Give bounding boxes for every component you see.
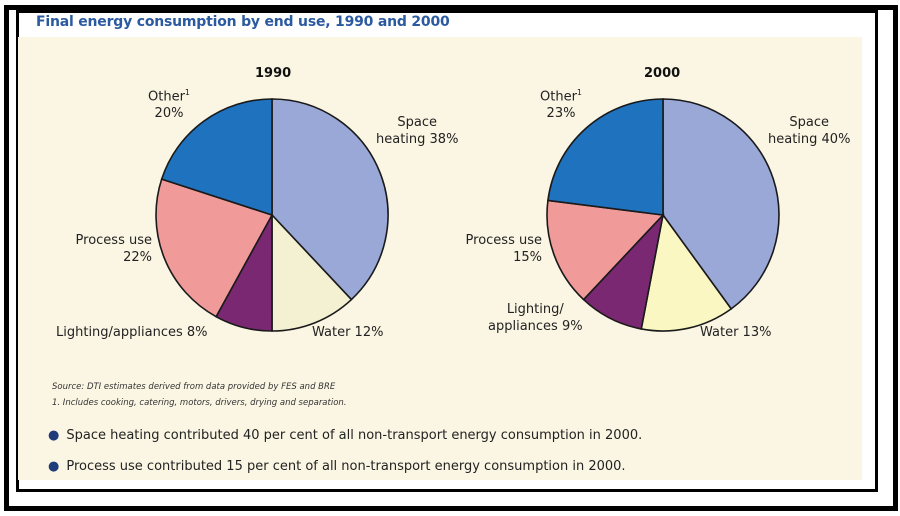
pie-1990-label-process-line1: Process use xyxy=(75,233,152,248)
pie-2000-label-other-sup: 1 xyxy=(576,88,583,97)
pie-2000-label-other: Other1 23% xyxy=(540,84,582,122)
pie-1990-label-other-sup: 1 xyxy=(184,88,191,97)
pie-2000-label-other-value: 23% xyxy=(546,106,576,122)
pie-1990-label-process-line2: 22% xyxy=(123,250,152,265)
pie-slice-1990-process-use xyxy=(155,178,274,318)
pie-slice-2000-other xyxy=(547,98,664,216)
pie-2000-label-process: Process use 15% xyxy=(446,232,542,266)
pie-chart-1990 xyxy=(155,98,389,332)
pie-2000-label-lighting-line1: Lighting/ xyxy=(506,302,564,317)
pie-1990-label-space-line1: Space xyxy=(397,115,438,130)
bullet-text: Process use contributed 15 per cent of a… xyxy=(66,459,626,474)
pie-1990-label-other: Other1 20% xyxy=(148,84,190,122)
pie-1990-label-space: Space heating 38% xyxy=(376,114,458,148)
pie-1990-label-other-value: 20% xyxy=(154,106,184,122)
pie-2000-label-process-line2: 15% xyxy=(513,250,542,265)
pie-1990-label-water: Water 12% xyxy=(312,325,384,340)
bullet-text: Space heating contributed 40 per cent of… xyxy=(66,428,643,443)
pie-1990-label-lighting: Lighting/appliances 8% xyxy=(56,325,208,340)
pie-2000-label-process-line1: Process use xyxy=(465,233,542,248)
pie-slice-2000-process-use xyxy=(546,199,665,301)
source-note: Source: DTI estimates derived from data … xyxy=(52,382,336,392)
bullet-item: ● Process use contributed 15 per cent of … xyxy=(48,459,626,474)
pie-2000-label-lighting-line2: appliances 9% xyxy=(488,319,583,334)
pie-2000-label-water: Water 13% xyxy=(700,325,772,340)
pie-slice-1990-other xyxy=(160,98,273,217)
bullet-item: ● Space heating contributed 40 per cent o… xyxy=(48,428,642,443)
pie-2000-title: 2000 xyxy=(644,66,681,81)
pie-slice-2000-water xyxy=(640,213,733,332)
pie-2000-label-space-line2: heating 40% xyxy=(768,132,851,147)
pie-slice-1990-space-heating xyxy=(271,98,389,301)
bullet-dot-icon: ● xyxy=(48,428,60,443)
pie-2000-label-space-line1: Space xyxy=(789,115,830,130)
pie-1990-title: 1990 xyxy=(255,66,292,81)
figure-title: Final energy consumption by end use, 199… xyxy=(36,14,450,30)
pie-2000-label-lighting: Lighting/ appliances 9% xyxy=(488,301,583,335)
pie-chart-2000 xyxy=(546,98,780,332)
pie-slice-1990-water xyxy=(271,212,353,332)
pie-1990-label-other-name: Other xyxy=(148,89,185,105)
pie-1990-label-process: Process use 22% xyxy=(56,232,152,266)
pie-2000-label-other-name: Other xyxy=(540,89,577,105)
pie-1990-label-space-line2: heating 38% xyxy=(376,132,459,147)
pie-2000-label-space: Space heating 40% xyxy=(768,114,850,148)
pie-slice-2000-space-heating xyxy=(662,98,780,310)
bullet-dot-icon: ● xyxy=(48,459,60,474)
footnote: 1. Includes cooking, catering, motors, d… xyxy=(52,398,347,408)
